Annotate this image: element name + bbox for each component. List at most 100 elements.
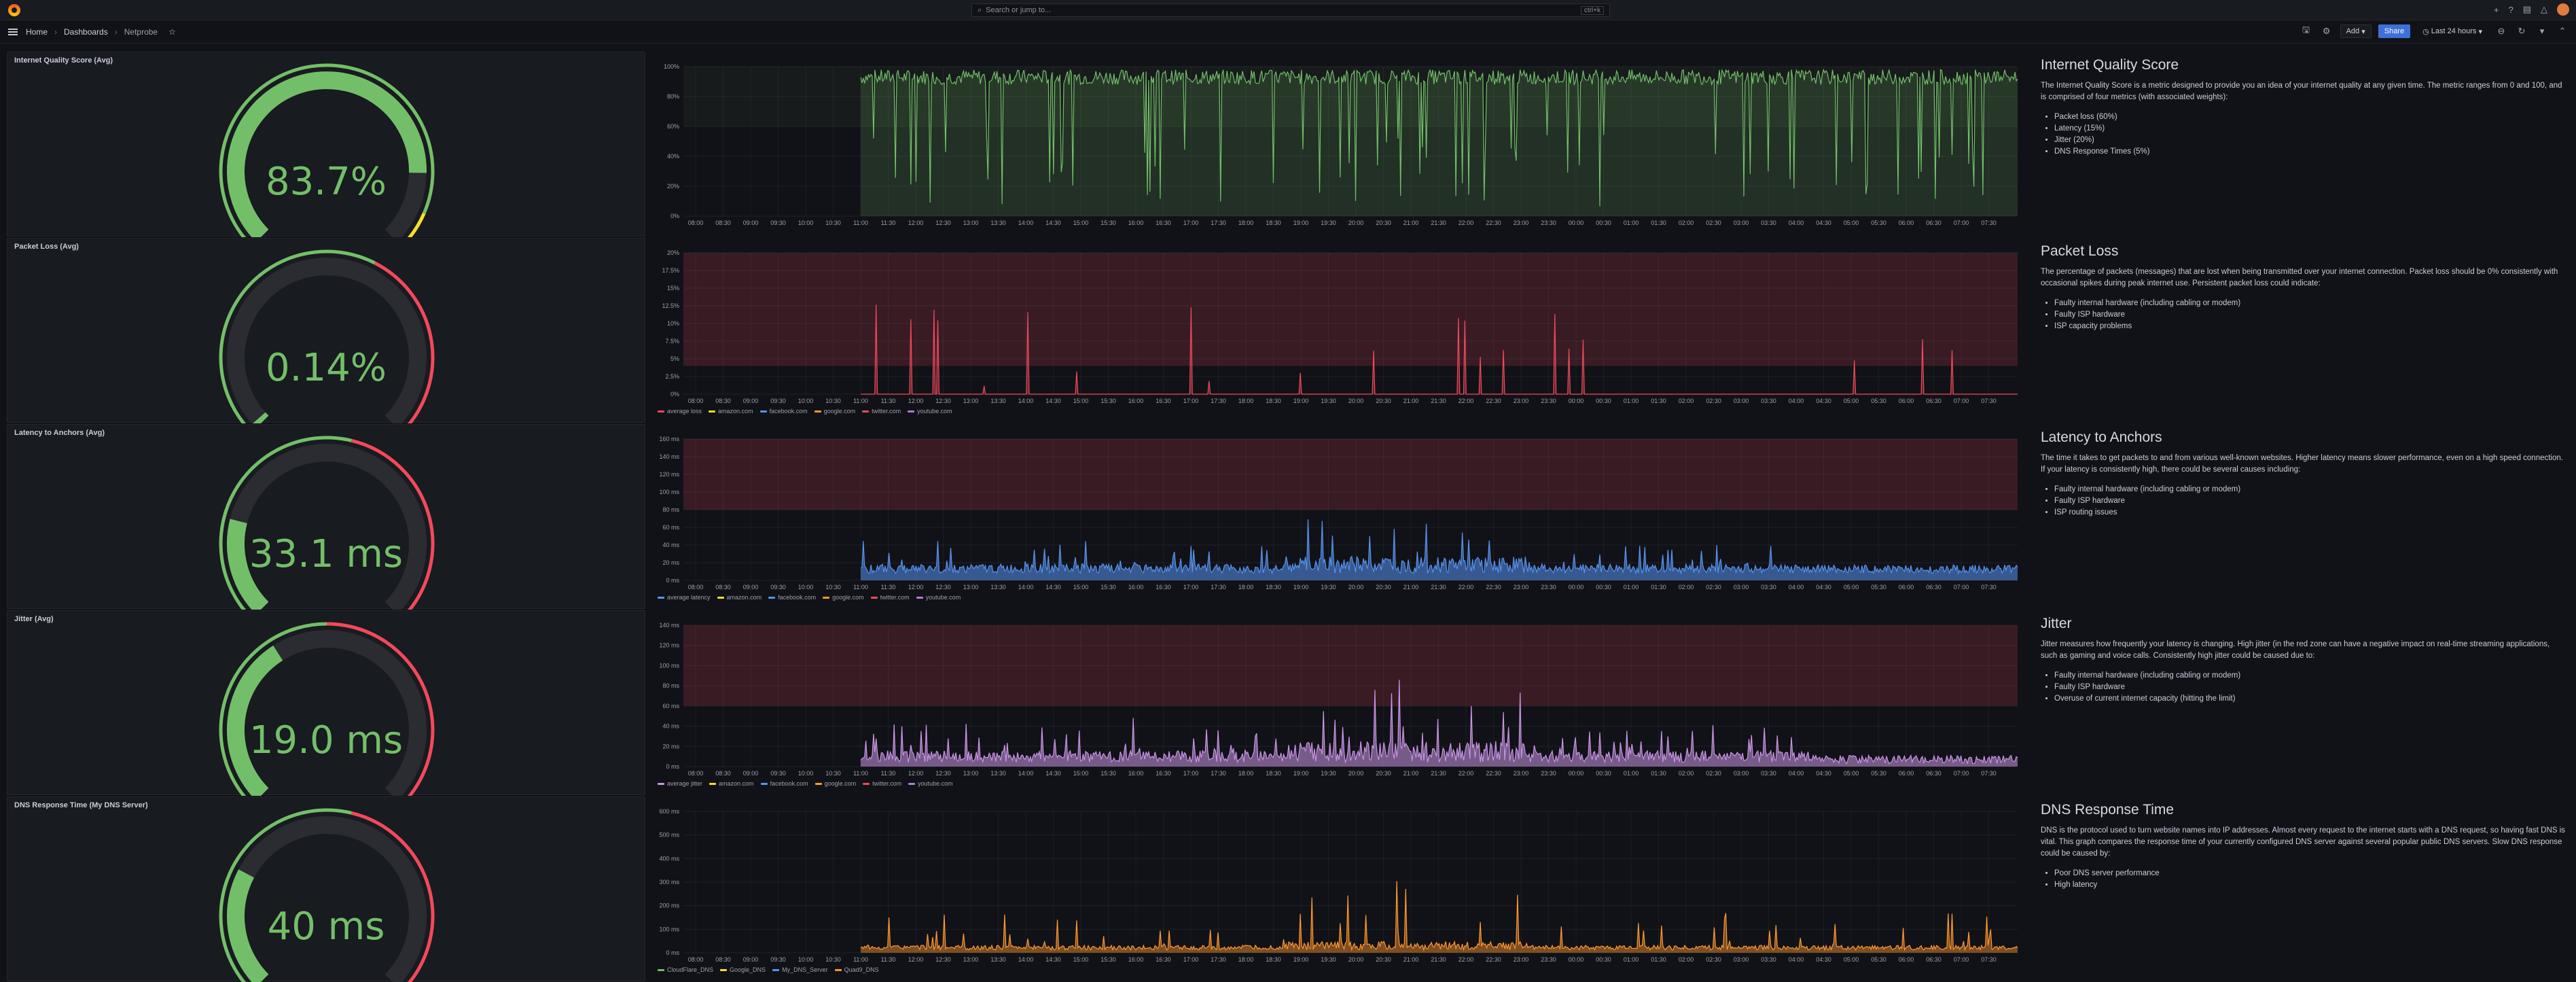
legend-label: youtube.com [917, 408, 952, 415]
x-tick-label: 07:30 [1981, 398, 1997, 404]
legend-item[interactable]: amazon.com [709, 408, 753, 415]
x-tick-label: 12:00 [908, 398, 924, 404]
legend-item[interactable]: facebook.com [768, 594, 816, 601]
legend-item[interactable]: amazon.com [717, 594, 762, 601]
gauge-panel[interactable]: Internet Quality Score (Avg) 83.7% [7, 52, 645, 237]
x-tick-label: 04:30 [1816, 956, 1831, 963]
legend-item[interactable]: google.com [823, 594, 864, 601]
share-button[interactable]: Share [2378, 24, 2411, 38]
time-range-picker[interactable]: ◷ Last 24 hours ▾ [2422, 27, 2482, 36]
x-tick-label: 06:30 [1926, 956, 1942, 963]
legend-item[interactable]: youtube.com [916, 594, 961, 601]
x-tick-label: 22:30 [1486, 956, 1501, 963]
grafana-logo-icon[interactable] [8, 3, 20, 16]
x-tick-label: 06:30 [1926, 220, 1942, 226]
gauge-panel[interactable]: DNS Response Time (My DNS Server) 40 ms [7, 796, 645, 982]
x-tick-label: 23:30 [1541, 398, 1556, 404]
x-tick-label: 00:30 [1596, 956, 1611, 963]
legend-item[interactable]: google.com [815, 780, 856, 787]
breadcrumb-dashboards[interactable]: Dashboards [64, 27, 108, 37]
legend-item[interactable]: facebook.com [759, 408, 808, 415]
timeseries-panel-jitter[interactable]: 140 ms 120 ms 100 ms 80 ms 60 ms 40 ms 20 ms 0 … [651, 609, 2023, 794]
x-tick-label: 02:00 [1679, 220, 1694, 226]
legend-item[interactable]: average latency [658, 594, 711, 601]
legend-item[interactable]: google.com [814, 408, 855, 415]
legend-item[interactable]: twitter.com [862, 408, 901, 415]
x-tick-label: 03:30 [1761, 956, 1776, 963]
x-tick-label: 10:00 [798, 956, 814, 963]
legend-item[interactable]: Quad9_DNS [834, 966, 879, 973]
news-icon[interactable]: ▤ [2522, 4, 2531, 14]
legend-item[interactable]: Google_DNS [720, 966, 766, 973]
x-tick-label: 18:00 [1238, 584, 1254, 591]
x-tick-label: 13:30 [990, 398, 1006, 404]
timeseries-panel-packet-loss[interactable]: 20% 17.5% 15% 12.5% 10% 7.5% 5% 2.5% 0% 08:00 08:3… [651, 236, 2023, 421]
timeseries-panel-latency[interactable]: 160 ms 140 ms 120 ms 100 ms 80 ms 60 ms 40 ms 2… [651, 423, 2023, 608]
x-tick-label: 01:30 [1651, 956, 1666, 963]
y-tick-label: 400 ms [659, 855, 679, 862]
x-tick-label: 20:00 [1348, 220, 1364, 226]
legend-item[interactable]: average loss [658, 408, 702, 415]
x-tick-label: 03:30 [1761, 220, 1776, 226]
text-panel-body: DNS is the protocol used to turn website… [2041, 826, 2565, 858]
legend-item[interactable]: average jitter [658, 780, 702, 787]
x-tick-label: 07:30 [1981, 956, 1997, 963]
timeseries-panel-dns[interactable]: 600 ms 500 ms 400 ms 300 ms 200 ms 100 ms 0 ms… [651, 795, 2023, 980]
help-icon[interactable]: ? [2508, 4, 2514, 15]
x-tick-label: 11:00 [853, 956, 868, 963]
x-tick-label: 14:00 [1018, 584, 1034, 591]
legend-item[interactable]: youtube.com [908, 780, 953, 787]
legend-item[interactable]: twitter.com [863, 780, 901, 787]
panel-title: Internet Quality Score (Avg) [14, 56, 113, 65]
x-tick-label: 05:30 [1871, 770, 1886, 777]
x-tick-label: 01:00 [1624, 220, 1639, 226]
timeseries-panel-quality[interactable]: 100% 80% 60% 40% 20% 0% 08:00 08:30 09:00 09:30 10… [651, 50, 2023, 235]
x-tick-label: 16:00 [1128, 584, 1144, 591]
star-icon[interactable]: ☆ [168, 27, 176, 37]
x-tick-label: 13:00 [963, 770, 979, 777]
bell-icon[interactable]: △ [2541, 4, 2547, 14]
collapse-icon[interactable]: ⌃ [2558, 26, 2566, 36]
menu-icon[interactable] [8, 28, 18, 35]
list-item: Packet loss (60%) [2054, 111, 2568, 123]
text-panel-body: The percentage of packets (messages) tha… [2041, 268, 2558, 287]
zoom-out-icon[interactable]: ⊖ [2497, 26, 2505, 36]
x-tick-label: 09:00 [743, 770, 759, 777]
save-icon[interactable]: 🖫 [2302, 24, 2310, 35]
gauge-threshold-arc [351, 438, 435, 610]
chevron-down-icon[interactable]: ▾ [2539, 26, 2545, 36]
gauge-chart [219, 63, 435, 237]
x-tick-label: 07:00 [1954, 770, 1969, 777]
gear-icon[interactable]: ⚙ [2322, 26, 2331, 36]
plus-icon[interactable]: + [2493, 4, 2499, 15]
list-item: Faulty internal hardware (including cabl… [2054, 670, 2568, 682]
gauge-chart [219, 436, 435, 610]
legend-item[interactable]: youtube.com [908, 408, 952, 415]
x-tick-label: 09:30 [770, 956, 786, 963]
y-tick-label: 100% [664, 63, 679, 70]
gauge-panel[interactable]: Jitter (Avg) 19.0 ms [7, 610, 645, 796]
x-tick-label: 21:30 [1431, 584, 1446, 591]
chart-legend: average loss amazon.com facebook.com google… [658, 408, 952, 415]
refresh-icon[interactable]: ↻ [2518, 26, 2526, 36]
x-tick-label: 09:30 [770, 584, 786, 591]
add-button[interactable]: Add ▾ [2340, 24, 2372, 38]
gauge-threshold-arc [219, 808, 352, 982]
legend-item[interactable]: My_DNS_Server [772, 966, 828, 973]
x-tick-label: 16:30 [1156, 956, 1171, 963]
legend-item[interactable]: amazon.com [709, 780, 754, 787]
list-item: ISP routing issues [2054, 507, 2568, 519]
legend-item[interactable]: facebook.com [760, 780, 808, 787]
x-tick-label: 21:00 [1403, 956, 1419, 963]
text-panel-title: Internet Quality Score [2041, 57, 2179, 73]
breadcrumb-home[interactable]: Home [26, 27, 48, 37]
legend-item[interactable]: twitter.com [870, 594, 910, 601]
y-tick-label: 40 ms [662, 723, 679, 730]
gauge-value: 83.7% [266, 160, 387, 204]
gauge-panel[interactable]: Latency to Anchors (Avg) 33.1 ms [7, 424, 645, 610]
gauge-panel[interactable]: Packet Loss (Avg) 0.14% [7, 238, 645, 423]
search-input[interactable]: ⌕ Search or jump to... ctrl+k [971, 3, 1610, 17]
legend-item[interactable]: CloudFlare_DNS [658, 966, 713, 973]
avatar[interactable] [2557, 3, 2569, 16]
legend-swatch [709, 782, 717, 785]
